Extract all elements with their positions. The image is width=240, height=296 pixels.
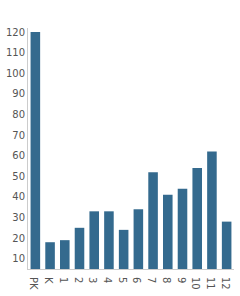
- svg-text:12: 12: [220, 277, 231, 290]
- svg-text:20: 20: [12, 233, 25, 244]
- svg-text:10: 10: [12, 253, 25, 264]
- svg-text:7: 7: [146, 277, 157, 283]
- svg-text:60: 60: [12, 150, 25, 161]
- svg-text:30: 30: [12, 212, 25, 223]
- svg-text:90: 90: [12, 88, 25, 99]
- svg-text:2: 2: [73, 277, 84, 283]
- svg-text:5: 5: [117, 277, 128, 283]
- svg-text:K: K: [43, 277, 54, 284]
- svg-text:6: 6: [131, 277, 142, 283]
- svg-text:70: 70: [12, 130, 25, 141]
- svg-text:110: 110: [6, 47, 25, 58]
- svg-text:4: 4: [102, 277, 113, 283]
- svg-text:8: 8: [161, 277, 172, 283]
- svg-text:PK: PK: [28, 277, 39, 290]
- svg-text:80: 80: [12, 109, 25, 120]
- svg-text:100: 100: [6, 68, 25, 79]
- svg-text:10: 10: [190, 277, 201, 290]
- svg-text:1: 1: [58, 277, 69, 283]
- svg-text:40: 40: [12, 191, 25, 202]
- svg-text:50: 50: [12, 171, 25, 182]
- svg-text:3: 3: [87, 277, 98, 283]
- svg-text:9: 9: [176, 277, 187, 283]
- svg-text:11: 11: [205, 277, 216, 290]
- svg-text:120: 120: [6, 27, 25, 38]
